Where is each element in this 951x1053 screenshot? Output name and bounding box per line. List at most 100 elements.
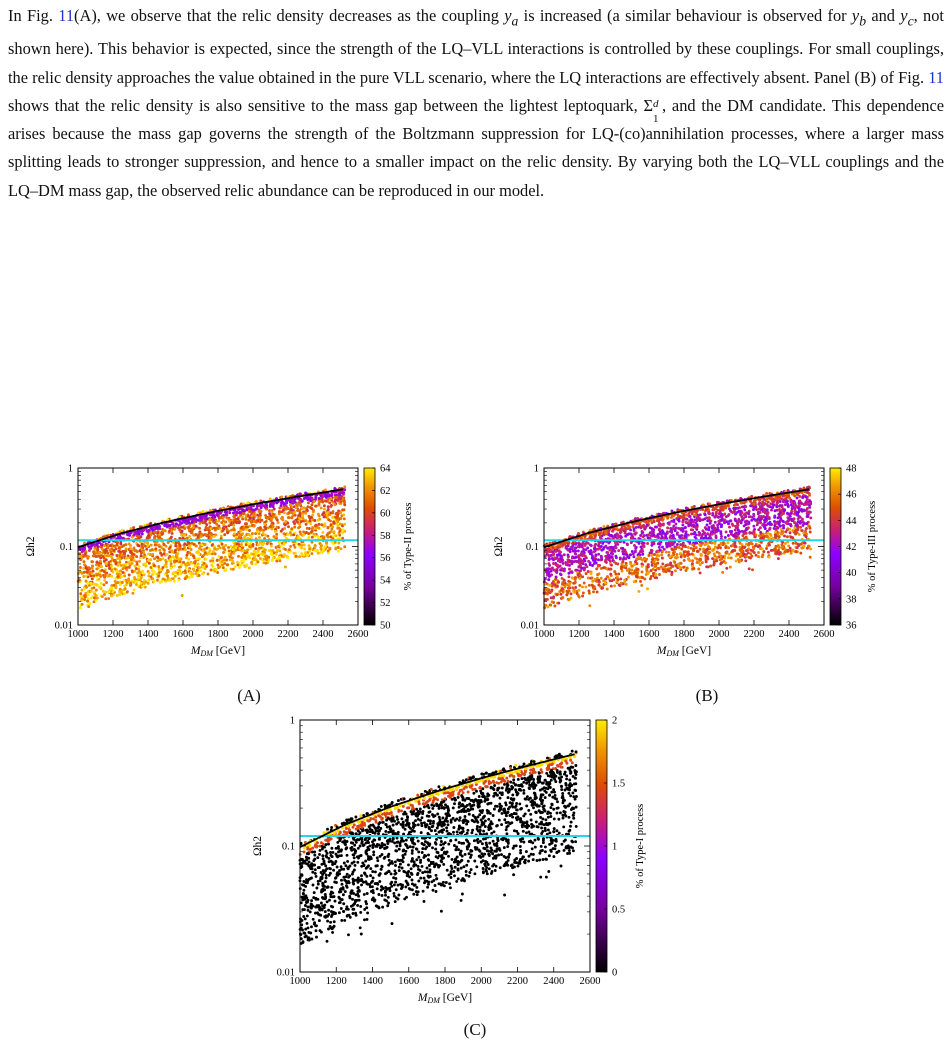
scatter-point <box>596 558 600 562</box>
scatter-point <box>306 505 310 509</box>
scatter-point <box>200 543 204 547</box>
scatter-point <box>334 546 338 550</box>
scatter-point <box>283 506 287 510</box>
scatter-point <box>256 548 260 552</box>
scatter-point <box>197 541 201 545</box>
scatter-point <box>641 524 645 528</box>
scatter-point <box>197 552 201 556</box>
scatter-point <box>310 540 314 544</box>
scatter-point <box>669 566 673 570</box>
scatter-point <box>224 568 228 572</box>
scatter-point <box>621 547 625 550</box>
scatter-point <box>753 535 757 539</box>
scatter-point <box>254 500 258 503</box>
scatter-point <box>178 536 182 540</box>
scatter-point <box>237 536 241 540</box>
scatter-point <box>585 565 589 569</box>
scatter-point <box>733 510 736 514</box>
scatter-point <box>682 565 686 569</box>
scatter-point <box>728 519 732 523</box>
scatter-point <box>789 535 793 539</box>
scatter-point <box>222 513 225 517</box>
scatter-point <box>321 495 324 499</box>
scatter-point <box>239 563 243 567</box>
scatter-point <box>265 542 269 546</box>
scatter-point <box>758 501 762 505</box>
scatter-point <box>145 536 149 540</box>
scatter-point <box>689 546 693 550</box>
scatter-point <box>758 544 762 548</box>
scatter-point <box>764 511 767 515</box>
scatter-point <box>134 567 138 571</box>
scatter-point <box>247 518 251 522</box>
scatter-point <box>249 520 253 524</box>
scatter-point <box>177 523 181 527</box>
scatter-point <box>784 530 788 534</box>
scatter-point <box>798 499 802 503</box>
scatter-point <box>671 542 675 546</box>
scatter-point <box>166 574 169 578</box>
scatter-point <box>791 549 795 553</box>
scatter-point <box>271 513 275 516</box>
scatter-point <box>734 512 737 516</box>
scatter-point <box>694 533 698 537</box>
scatter-point <box>284 520 288 523</box>
scatter-point <box>660 553 664 557</box>
scatter-point <box>601 541 605 545</box>
scatter-point <box>319 506 323 510</box>
scatter-point <box>672 520 676 523</box>
scatter-point <box>740 529 744 533</box>
scatter-point <box>674 547 678 551</box>
scatter-point <box>108 544 112 548</box>
scatter-point <box>85 570 89 574</box>
scatter-point <box>252 508 255 512</box>
scatter-point <box>328 501 332 505</box>
scatter-point <box>771 536 775 540</box>
scatter-point <box>192 542 196 546</box>
scatter-point <box>613 570 617 574</box>
scatter-point <box>635 568 639 572</box>
scatter-point <box>299 532 303 536</box>
scatter-point <box>785 535 789 539</box>
scatter-point <box>661 530 665 534</box>
scatter-point <box>90 586 94 590</box>
scatter-point <box>661 518 664 522</box>
scatter-point <box>87 605 91 609</box>
scatter-point <box>574 542 578 546</box>
scatter-point <box>270 527 274 531</box>
scatter-point <box>624 561 628 565</box>
scatter-point <box>769 502 773 506</box>
scatter-point <box>621 552 625 556</box>
scatter-point <box>150 548 154 552</box>
figure-link[interactable]: 11 <box>58 6 75 25</box>
scatter-point <box>233 565 237 569</box>
scatter-point <box>104 558 108 562</box>
scatter-point <box>209 559 213 563</box>
scatter-point <box>179 525 183 529</box>
scatter-point <box>768 527 771 531</box>
scatter-point <box>698 519 702 523</box>
scatter-point <box>719 542 723 546</box>
scatter-point <box>332 530 336 534</box>
scatter-point <box>163 564 167 567</box>
scatter-point <box>79 592 83 596</box>
scatter-point <box>223 561 227 565</box>
scatter-point <box>326 526 330 530</box>
scatter-point <box>195 550 199 554</box>
scatter-point <box>336 549 340 553</box>
scatter-point <box>109 564 113 568</box>
scatter-point <box>158 536 162 540</box>
scatter-point <box>111 589 115 593</box>
scatter-point <box>122 578 126 582</box>
scatter-point <box>632 555 636 559</box>
scatter-point <box>773 498 777 502</box>
scatter-point <box>173 550 177 554</box>
scatter-point <box>553 556 557 560</box>
scatter-point <box>160 546 164 550</box>
scatter-point <box>271 549 275 553</box>
scatter-point <box>142 555 146 559</box>
figure-link[interactable]: 11 <box>928 67 944 87</box>
scatter-point <box>699 552 703 556</box>
scatter-point <box>545 549 549 552</box>
scatter-point <box>241 509 245 512</box>
